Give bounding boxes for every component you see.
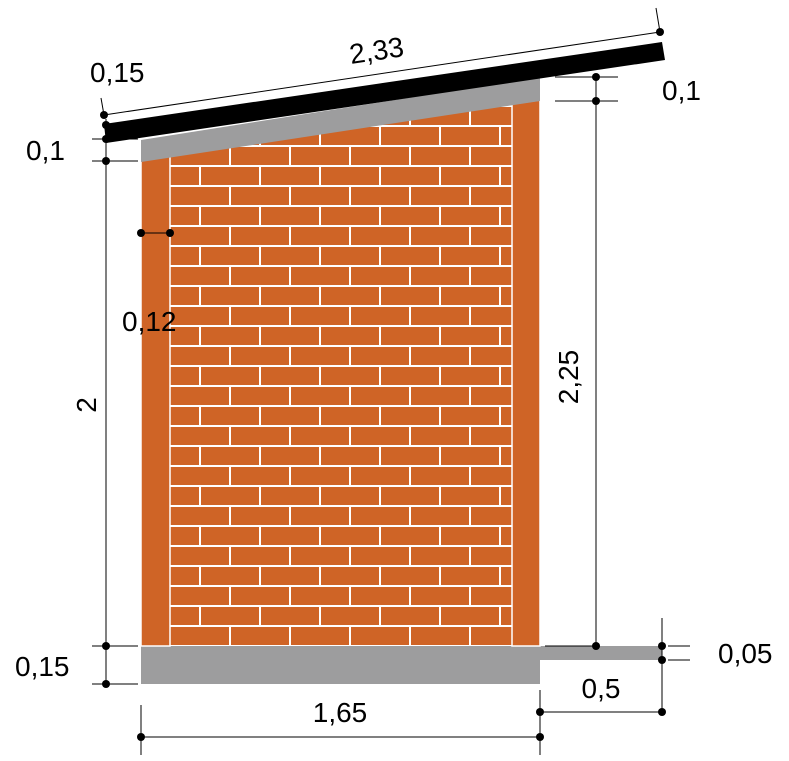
step-width-label: 0,5 <box>582 673 621 704</box>
post-width-label: 0,12 <box>122 306 177 337</box>
foundation-height-label: 0,15 <box>15 651 70 682</box>
roof-length-label: 2,33 <box>347 31 405 70</box>
step-height-label: 0,05 <box>718 638 773 669</box>
left-height-label: 2 <box>71 397 102 413</box>
right-height-label: 2,25 <box>553 350 584 405</box>
step-slab <box>540 646 662 660</box>
base-width-label: 1,65 <box>313 697 368 728</box>
dimension-dots <box>100 28 666 741</box>
roof-thickness-label: 0,15 <box>90 57 145 88</box>
left-post <box>140 154 171 647</box>
top-band-left-label: 0,1 <box>26 135 65 166</box>
brick-infill <box>170 104 512 646</box>
dimension-labels: 2,33 0,15 0,1 0,1 0,12 2 2,25 0,15 0,05 … <box>15 31 773 728</box>
top-band-right-label: 0,1 <box>662 75 701 106</box>
right-post <box>511 99 541 647</box>
brick-wall <box>170 104 512 646</box>
foundation <box>141 646 662 684</box>
roof-slab <box>104 42 665 143</box>
foundation-slab <box>141 646 540 684</box>
top-band <box>141 77 540 162</box>
